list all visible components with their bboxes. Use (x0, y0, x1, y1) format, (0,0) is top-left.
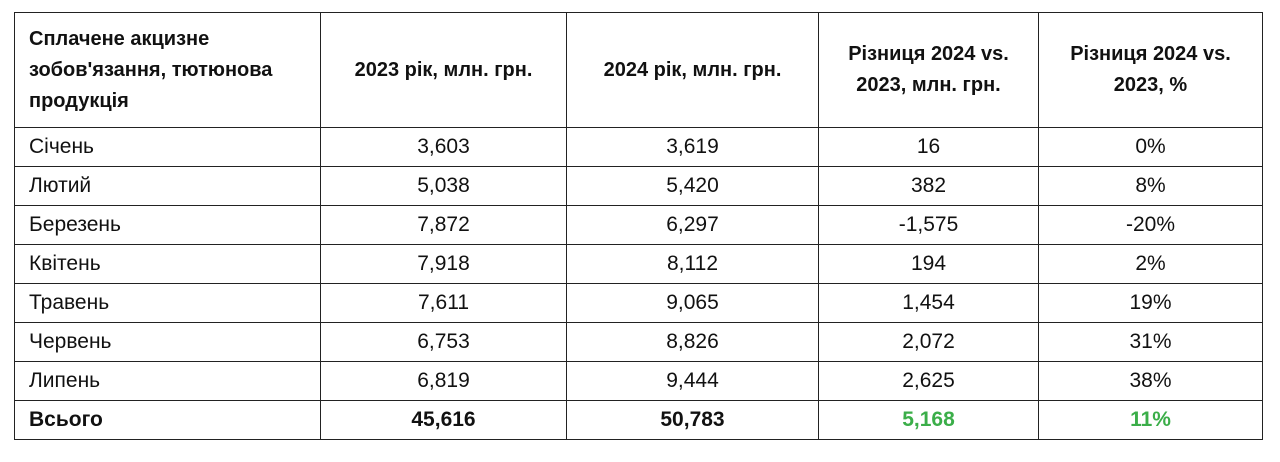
table-body: Січень 3,603 3,619 16 0% Лютий 5,038 5,420 382 8%… (14, 127, 1263, 440)
value-cell: 1,454 (818, 283, 1039, 323)
value-cell: 194 (818, 244, 1039, 284)
data-row: Січень 3,603 3,619 16 0% (14, 127, 1263, 167)
month-cell: Червень (14, 322, 321, 362)
value-cell: 19% (1038, 283, 1263, 323)
header-text: Різниця 2024 vs. 2023, % (1070, 43, 1231, 96)
value-cell: 5,038 (320, 166, 567, 206)
data-row: Квітень 7,918 8,112 194 2% (14, 244, 1263, 284)
header-cell: Різниця 2024 vs. 2023, млн. грн. (818, 12, 1039, 128)
month-cell: Липень (14, 361, 321, 401)
value-cell: 3,603 (320, 127, 567, 167)
header-text: Різниця 2024 vs. 2023, млн. грн. (848, 43, 1009, 96)
value-cell: 7,611 (320, 283, 567, 323)
header-cell: 2023 рік, млн. грн. (320, 12, 567, 128)
total-cell: 11% (1038, 400, 1263, 440)
header-text: 2024 рік, млн. грн. (603, 58, 782, 81)
data-row: Червень 6,753 8,826 2,072 31% (14, 322, 1263, 362)
value-cell: 2,072 (818, 322, 1039, 362)
header-cell: 2024 рік, млн. грн. (566, 12, 819, 128)
header-row: Сплачене акцизне зобов'язання, тютюнова … (14, 12, 1263, 128)
value-cell: 9,065 (566, 283, 819, 323)
value-cell: 2% (1038, 244, 1263, 284)
header-cell: Різниця 2024 vs. 2023, % (1038, 12, 1263, 128)
value-cell: -1,575 (818, 205, 1039, 245)
value-cell: 16 (818, 127, 1039, 167)
month-cell: Квітень (14, 244, 321, 284)
value-cell: 31% (1038, 322, 1263, 362)
value-cell: 6,753 (320, 322, 567, 362)
value-cell: 7,872 (320, 205, 567, 245)
month-cell: Травень (14, 283, 321, 323)
value-cell: 8,112 (566, 244, 819, 284)
value-cell: 382 (818, 166, 1039, 206)
header-cell: Сплачене акцизне зобов'язання, тютюнова … (14, 12, 321, 128)
value-cell: 8,826 (566, 322, 819, 362)
value-cell: 0% (1038, 127, 1263, 167)
value-cell: 2,625 (818, 361, 1039, 401)
data-row: Травень 7,611 9,065 1,454 19% (14, 283, 1263, 323)
total-row: Всього 45,616 50,783 5,168 11% (14, 400, 1263, 440)
value-cell: -20% (1038, 205, 1263, 245)
total-cell: 50,783 (566, 400, 819, 440)
month-cell: Січень (14, 127, 321, 167)
header-text: Сплачене акцизне зобов'язання, тютюнова … (29, 27, 273, 112)
data-row: Липень 6,819 9,444 2,625 38% (14, 361, 1263, 401)
total-label: Всього (14, 400, 321, 440)
value-cell: 9,444 (566, 361, 819, 401)
total-cell: 45,616 (320, 400, 567, 440)
value-cell: 6,297 (566, 205, 819, 245)
value-cell: 38% (1038, 361, 1263, 401)
total-cell: 5,168 (818, 400, 1039, 440)
month-cell: Лютий (14, 166, 321, 206)
month-cell: Березень (14, 205, 321, 245)
value-cell: 8% (1038, 166, 1263, 206)
excise-table: Сплачене акцизне зобов'язання, тютюнова … (14, 12, 1263, 440)
header-text: 2023 рік, млн. грн. (354, 58, 533, 81)
value-cell: 6,819 (320, 361, 567, 401)
value-cell: 3,619 (566, 127, 819, 167)
data-row: Березень 7,872 6,297 -1,575 -20% (14, 205, 1263, 245)
value-cell: 7,918 (320, 244, 567, 284)
value-cell: 5,420 (566, 166, 819, 206)
data-row: Лютий 5,038 5,420 382 8% (14, 166, 1263, 206)
